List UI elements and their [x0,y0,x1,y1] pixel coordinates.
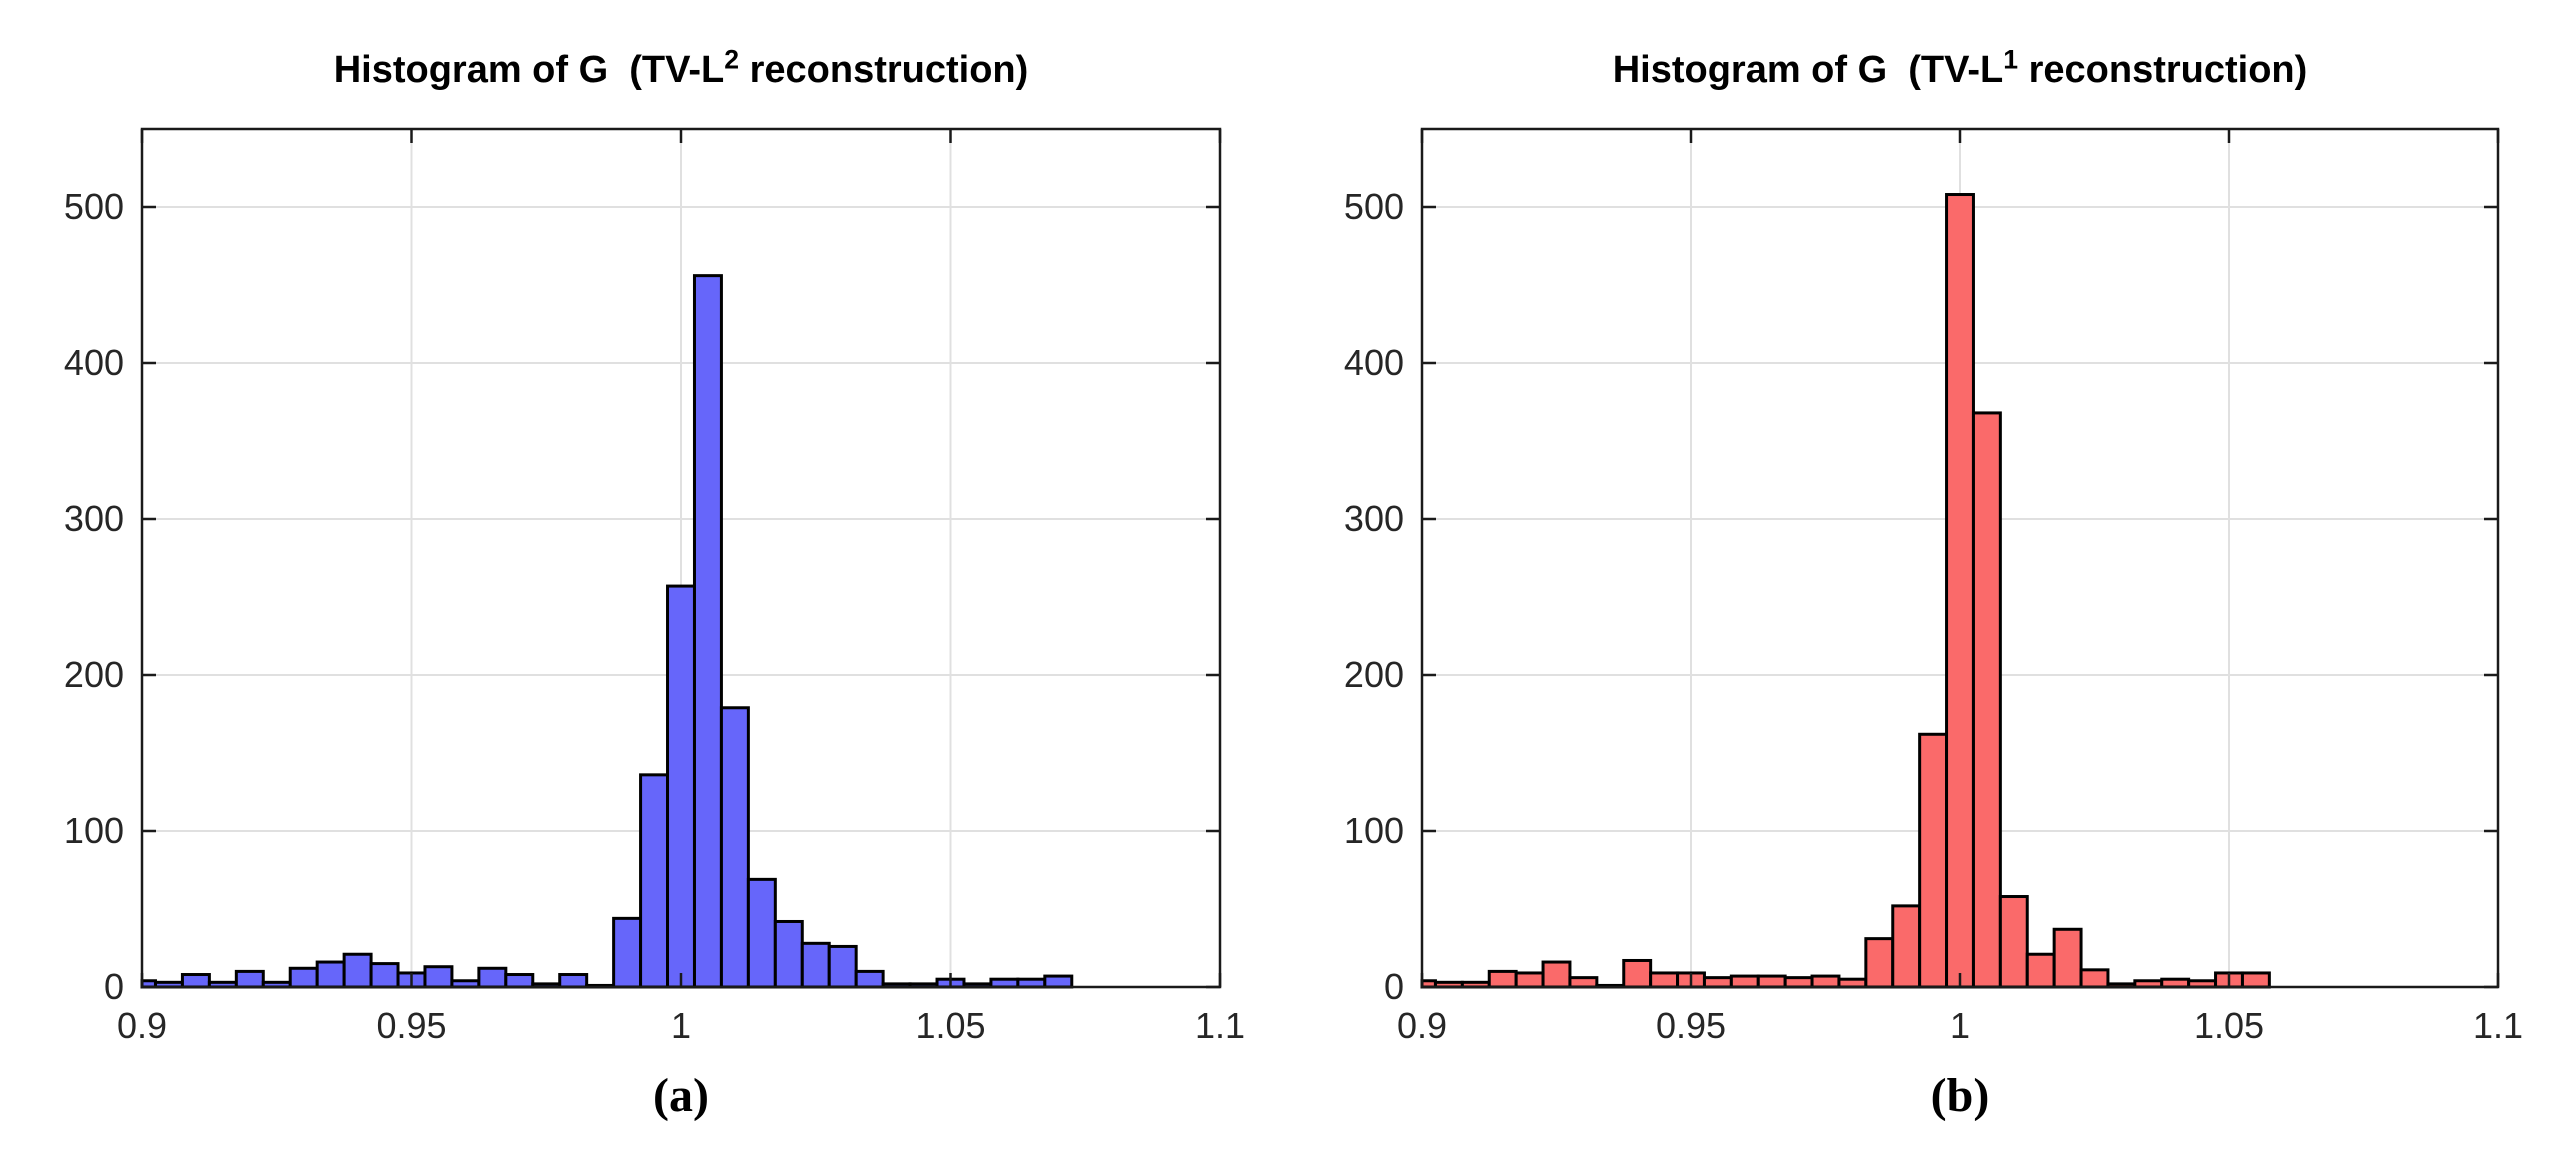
left-tick-marks [140,129,1222,989]
histogram-bar [423,965,454,989]
histogram-bar [1783,976,1814,989]
x-tick-label: 0.9 [117,1005,167,1046]
y-tick-label: 500 [64,186,124,227]
histogram-bar [1702,976,1733,989]
histogram-bar [1043,974,1074,989]
y-tick-label: 400 [1344,342,1404,383]
histogram-bar [1971,411,2002,989]
x-tick-label: 1 [671,1005,691,1046]
y-tick-label: 100 [64,810,124,851]
left-title-suffix: reconstruction) [739,49,1029,91]
histogram-bar [1918,732,1949,989]
histogram-bar [1568,976,1599,989]
histogram-bar [288,966,319,989]
histogram-bar [639,773,670,989]
histogram-bar [1514,971,1545,989]
histogram-bar [2052,927,2083,989]
x-tick-label: 1.1 [2473,1005,2523,1046]
x-tick-label: 1.1 [1195,1005,1245,1046]
left-x-tick-labels: 0.9 0.95 1 1.05 1.1 [117,1005,1245,1046]
histogram-bar [342,952,373,989]
histogram-bar [1864,937,1895,989]
histogram-bar [1729,974,1760,989]
left-plot-title: Histogram of G (TV-L2 reconstruction) [142,44,1220,93]
histogram-bar [180,973,211,989]
right-title-prefix: Histogram of G (TV-L [1612,49,2004,91]
histogram-bar [369,962,400,989]
x-tick-label: 0.95 [1656,1005,1726,1046]
x-tick-label: 0.9 [1397,1005,1447,1046]
caption-a: (a) [653,1069,709,1122]
histogram-bar [1810,974,1841,989]
left-bars [140,274,1074,989]
y-tick-label: 300 [64,498,124,539]
x-tick-label: 1.05 [2194,1005,2264,1046]
caption-b: (b) [1930,1069,1990,1122]
histogram-bar [315,960,346,989]
right-title-suffix: reconstruction) [2018,49,2308,91]
histogram-bar [558,973,589,989]
y-tick-label: 0 [104,966,124,1007]
histogram-bar [1541,960,1572,989]
histogram-bar [234,969,265,989]
left-title-prefix: Histogram of G (TV-L [333,49,725,91]
histogram-bar [1487,969,1518,989]
histogram-bar [746,877,777,989]
histogram-bar [477,966,508,989]
histogram-bar [827,944,858,989]
histogram-bar [612,916,643,989]
right-bars [1420,193,2271,989]
histogram-bar [1945,193,1975,989]
y-tick-label: 100 [1344,810,1404,851]
histogram-bar [719,706,750,989]
right-plot-title: Histogram of G (TV-L1 reconstruction) [1422,44,2498,93]
histogram-bar [2025,952,2056,989]
histogram-bar [1998,895,2029,989]
histogram-bar [854,969,885,989]
y-tick-label: 200 [1344,654,1404,695]
histogram-bar [1622,958,1653,989]
histogram-bar [1756,974,1787,989]
histogram-bar [1649,971,1680,989]
right-x-tick-labels: 0.9 0.95 1 1.05 1.1 [1397,1005,2523,1046]
right-tick-marks [1420,129,2500,989]
histogram-bar [1891,904,1922,989]
right-title-superscript: 1 [2003,44,2019,75]
y-tick-label: 300 [1344,498,1404,539]
right-y-tick-labels: 0 100 200 300 400 500 [1344,186,1404,1007]
histogram-bar [666,584,696,989]
histogram-right-plot: 0.9 0.95 1 1.05 1.1 0 100 200 300 400 500 [1344,127,2523,1046]
x-tick-label: 1.05 [915,1005,985,1046]
y-tick-label: 200 [64,654,124,695]
left-title-superscript: 2 [724,44,740,75]
histogram-bar [773,919,804,989]
histogram-bar [2240,971,2271,989]
y-tick-label: 500 [1344,186,1404,227]
histogram-bar [504,973,535,989]
histogram-bar [800,941,831,989]
histogram-left-plot: 0.9 0.95 1 1.05 1.1 0 100 200 300 400 500 [64,127,1245,1046]
x-tick-label: 0.95 [376,1005,446,1046]
x-tick-label: 1 [1950,1005,1970,1046]
left-y-tick-labels: 0 100 200 300 400 500 [64,186,124,1007]
histogram-bar [2079,968,2110,989]
histogram-bar [692,274,723,989]
y-tick-label: 0 [1384,966,1404,1007]
y-tick-label: 400 [64,342,124,383]
